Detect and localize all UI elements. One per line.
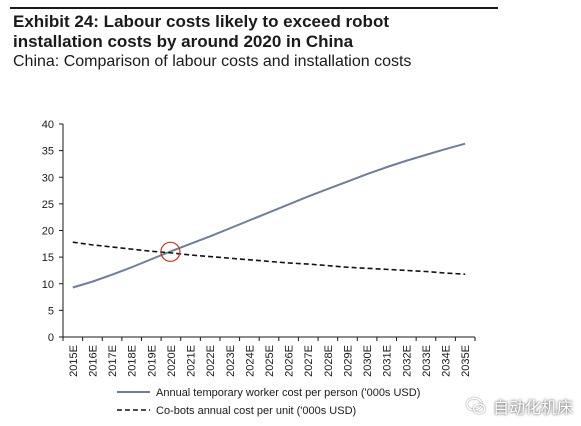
axes: 0 5 10 15 20 25 30 35 40 2015E 2016E 2017E 2018E 2019… — [42, 119, 476, 377]
y-tick-label: 35 — [42, 146, 54, 158]
x-tick-label: 2023E — [225, 345, 237, 377]
x-tick-label: 2022E — [205, 345, 217, 377]
legend-label-cobot-cost: Co-bots annual cost per unit ('000s USD) — [156, 405, 356, 417]
y-tick-label: 40 — [42, 119, 54, 131]
y-tick-label: 25 — [42, 199, 54, 211]
legend: Annual temporary worker cost per person … — [117, 387, 420, 417]
legend-label-worker-cost: Annual temporary worker cost per person … — [156, 387, 420, 399]
y-tick-label: 15 — [42, 252, 54, 264]
x-tick-label: 2029E — [342, 345, 354, 377]
series-line-cobot-cost — [72, 241, 466, 275]
annotation-layer — [160, 241, 181, 262]
x-tick-label: 2035E — [460, 345, 472, 377]
exhibit-title: Exhibit 24: Labour costs likely to excee… — [13, 12, 513, 52]
x-tick-label: 2032E — [401, 345, 413, 377]
wechat-icon — [466, 397, 486, 415]
exhibit-subtitle: China: Comparison of labour costs and in… — [13, 53, 412, 70]
x-tick-label: 2033E — [421, 345, 433, 377]
header-rule — [10, 7, 498, 9]
x-tick-label: 2018E — [127, 345, 139, 377]
intersection-circle — [160, 241, 181, 262]
x-tick-label: 2017E — [107, 345, 119, 377]
x-tick-label: 2020E — [166, 345, 178, 377]
x-tick-label: 2021E — [186, 345, 198, 377]
x-tick-label: 2028E — [323, 345, 335, 377]
series-line-worker-cost — [72, 142, 466, 289]
x-tick-label: 2027E — [303, 345, 315, 377]
x-tick-label: 2026E — [284, 345, 296, 377]
watermark-text: 自动化机床 — [492, 398, 573, 417]
y-tick-label: 10 — [42, 279, 54, 291]
y-tick-label: 30 — [42, 172, 54, 184]
x-tick-label: 2024E — [244, 345, 256, 377]
x-tick-label: 2031E — [382, 345, 394, 377]
series-layer — [72, 142, 466, 289]
x-tick-label: 2019E — [146, 345, 158, 377]
x-tick-label: 2015E — [68, 345, 80, 377]
x-tick-label: 2016E — [87, 345, 99, 377]
y-tick-label: 0 — [48, 332, 54, 344]
x-tick-label: 2034E — [441, 345, 453, 377]
title-line-1: Exhibit 24: Labour costs likely to excee… — [13, 12, 389, 31]
watermark: 自动化机床 — [465, 394, 573, 418]
x-tick-label: 2025E — [264, 345, 276, 377]
title-line-2: installation costs by around 2020 in Chi… — [13, 32, 354, 51]
y-tick-label: 5 — [48, 305, 54, 317]
y-tick-label: 20 — [42, 226, 54, 238]
x-tick-label: 2030E — [362, 345, 374, 377]
